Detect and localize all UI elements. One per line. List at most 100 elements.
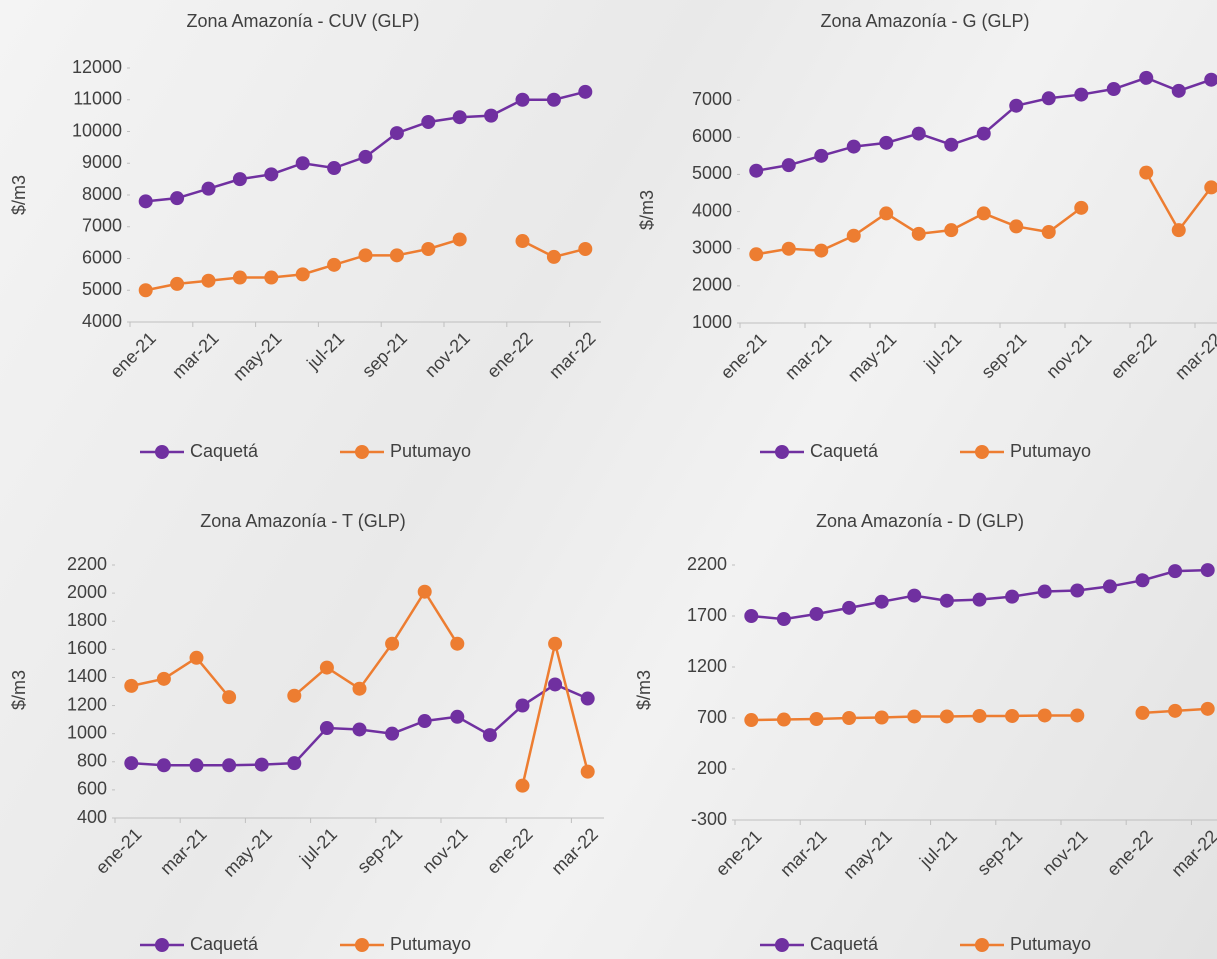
point <box>189 758 204 773</box>
y-tick-label: 4000 <box>692 200 732 220</box>
point <box>944 223 959 238</box>
x-tick-label: jul-21 <box>302 328 348 374</box>
y-tick-label: 5000 <box>82 279 122 299</box>
y-tick-label: 6000 <box>82 247 122 267</box>
y-tick-label: 200 <box>697 758 727 778</box>
chart-title: Zona Amazonía - G (GLP) <box>820 11 1029 31</box>
point <box>232 270 247 285</box>
point <box>1135 705 1150 720</box>
point <box>1005 589 1020 604</box>
point <box>939 709 954 724</box>
point <box>1037 708 1052 723</box>
point <box>944 137 959 152</box>
legend-marker <box>155 938 169 952</box>
point <box>450 709 465 724</box>
y-tick-label: 1200 <box>687 656 727 676</box>
point <box>515 778 530 793</box>
point <box>1009 219 1024 234</box>
legend-label: Caquetá <box>190 441 259 461</box>
point <box>482 728 497 743</box>
y-tick-label: 1800 <box>67 610 107 630</box>
point <box>1139 165 1154 180</box>
point <box>389 248 404 263</box>
chart-title: Zona Amazonía - CUV (GLP) <box>186 11 419 31</box>
point <box>874 594 889 609</box>
point <box>842 711 857 725</box>
point <box>879 206 894 221</box>
y-tick-label: 3000 <box>692 237 732 257</box>
point <box>417 714 432 729</box>
point <box>879 135 894 150</box>
point <box>1102 579 1117 594</box>
chart-title: Zona Amazonía - T (GLP) <box>200 511 405 531</box>
point <box>1009 98 1024 113</box>
point <box>781 241 796 256</box>
y-tick-label: 700 <box>697 707 727 727</box>
x-tick-label: mar-22 <box>1171 329 1217 383</box>
point <box>222 690 237 705</box>
point <box>976 126 991 141</box>
point <box>156 758 171 773</box>
x-tick-label: ene-22 <box>483 824 537 878</box>
x-tick-label: ene-22 <box>1107 329 1161 383</box>
point <box>874 710 889 725</box>
x-tick-label: mar-21 <box>168 328 222 382</box>
point <box>1135 573 1150 588</box>
y-tick-label: 800 <box>77 751 107 771</box>
x-tick-label: sep-21 <box>973 826 1026 879</box>
point <box>744 609 759 623</box>
x-tick-label: may-21 <box>844 329 901 386</box>
y-tick-label: 11000 <box>73 89 122 109</box>
point <box>548 677 563 692</box>
point <box>1204 72 1217 87</box>
point <box>201 273 216 288</box>
point <box>358 149 373 164</box>
point <box>814 148 829 163</box>
y-tick-label: 400 <box>77 807 107 827</box>
point <box>911 226 926 241</box>
point <box>421 114 436 129</box>
y-tick-label: 6000 <box>692 126 732 146</box>
point <box>189 650 204 665</box>
point <box>385 636 400 651</box>
point <box>907 709 922 724</box>
point <box>124 756 139 771</box>
legend-label: Caquetá <box>810 441 879 461</box>
y-tick-label: 2000 <box>692 275 732 295</box>
point <box>1070 583 1085 598</box>
y-axis-label: $/m3 <box>637 190 657 230</box>
point <box>358 248 373 263</box>
point <box>846 228 861 243</box>
point <box>1204 180 1217 195</box>
point <box>222 758 237 773</box>
point <box>976 206 991 221</box>
y-tick-label: -300 <box>691 809 727 829</box>
point <box>287 688 302 703</box>
point <box>1070 708 1085 723</box>
y-tick-label: 10000 <box>72 120 122 140</box>
x-tick-label: mar-22 <box>547 824 601 878</box>
y-tick-label: 1200 <box>67 694 107 714</box>
point <box>580 691 595 706</box>
point <box>809 712 824 727</box>
point <box>749 247 764 262</box>
point <box>578 241 593 256</box>
legend-label: Caquetá <box>190 934 259 954</box>
point <box>1200 563 1215 578</box>
y-axis-label: $/m3 <box>9 670 29 710</box>
point <box>776 612 791 627</box>
x-tick-label: may-21 <box>839 826 896 883</box>
point <box>907 588 922 603</box>
point <box>385 726 400 741</box>
x-tick-label: nov-21 <box>418 824 471 877</box>
x-tick-label: may-21 <box>229 328 286 385</box>
point <box>972 708 987 723</box>
point <box>1106 82 1121 96</box>
point <box>450 636 465 651</box>
x-tick-label: jul-21 <box>295 824 341 870</box>
point <box>1074 87 1089 102</box>
y-tick-label: 1400 <box>67 666 107 686</box>
point <box>421 241 436 256</box>
legend-label: Putumayo <box>1010 934 1091 954</box>
point <box>264 270 279 285</box>
